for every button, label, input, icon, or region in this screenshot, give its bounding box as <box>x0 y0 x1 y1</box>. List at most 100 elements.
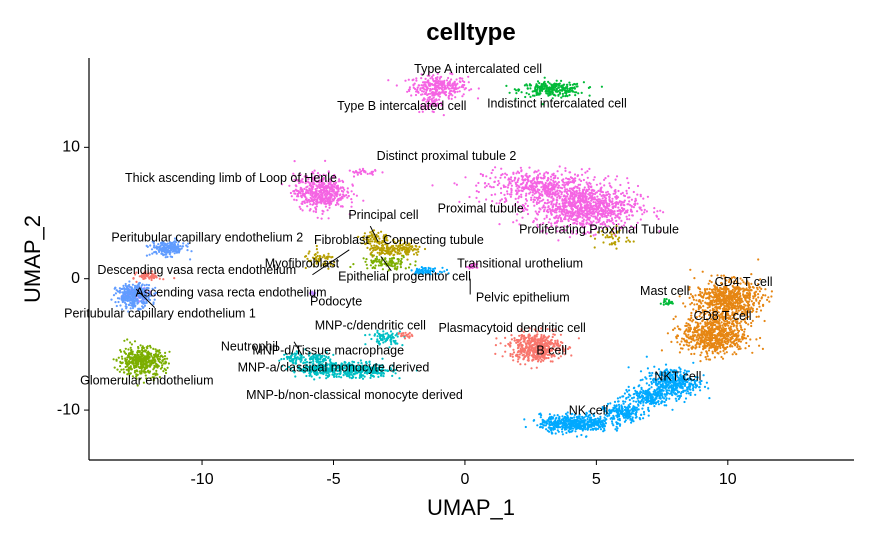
data-point <box>535 185 538 188</box>
data-point <box>611 228 615 231</box>
data-point <box>393 253 396 256</box>
data-point <box>352 193 355 196</box>
data-point <box>361 167 365 170</box>
data-point <box>446 86 449 89</box>
data-point <box>136 359 139 362</box>
data-point <box>568 217 571 220</box>
data-point <box>119 365 122 368</box>
data-point <box>553 211 557 214</box>
data-point <box>137 345 140 349</box>
data-point <box>478 200 481 203</box>
data-point <box>494 176 497 179</box>
data-point <box>494 193 497 196</box>
data-point <box>556 170 559 173</box>
data-point <box>562 204 565 207</box>
data-point <box>543 183 546 186</box>
data-point <box>124 360 127 363</box>
data-point <box>610 213 614 216</box>
data-point <box>113 366 116 369</box>
data-point <box>352 175 356 178</box>
data-point <box>623 199 626 202</box>
data-point <box>569 203 572 206</box>
data-point <box>369 376 372 379</box>
data-point <box>591 212 594 215</box>
data-point <box>525 181 529 184</box>
data-point <box>558 202 561 206</box>
data-point <box>373 244 376 247</box>
data-point <box>528 188 531 191</box>
data-point <box>636 184 640 188</box>
data-point <box>491 200 494 203</box>
data-point <box>503 200 506 204</box>
data-point <box>574 94 577 97</box>
data-point <box>588 213 591 216</box>
data-point <box>536 198 539 201</box>
data-point <box>598 210 601 213</box>
data-point <box>570 207 573 210</box>
data-point <box>416 86 419 89</box>
data-point <box>438 77 441 80</box>
data-point <box>579 198 582 201</box>
data-point <box>551 97 554 100</box>
data-point <box>313 195 316 198</box>
data-point <box>377 231 380 234</box>
data-point <box>613 189 616 193</box>
data-point <box>431 94 434 97</box>
data-point <box>483 186 487 189</box>
data-point <box>165 361 168 364</box>
data-point <box>392 339 395 342</box>
data-point <box>509 178 512 181</box>
data-point <box>565 195 568 198</box>
data-point <box>378 249 381 252</box>
data-point <box>557 216 560 219</box>
data-point <box>639 195 642 198</box>
data-point <box>428 74 431 77</box>
data-point <box>608 196 611 199</box>
data-point <box>316 193 319 196</box>
data-point <box>499 199 502 202</box>
data-point <box>543 172 546 175</box>
data-point <box>547 90 551 94</box>
data-point <box>440 75 443 78</box>
data-point <box>311 198 314 202</box>
data-point <box>127 292 130 296</box>
data-point <box>493 180 496 183</box>
data-point <box>128 280 131 283</box>
data-point <box>411 249 414 252</box>
data-point <box>124 352 128 355</box>
data-point <box>573 191 576 195</box>
data-point <box>573 173 577 176</box>
data-point <box>581 226 584 229</box>
data-point <box>423 88 426 91</box>
data-point <box>551 206 554 209</box>
data-point <box>138 370 141 373</box>
data-point <box>558 165 561 168</box>
data-point <box>560 218 563 221</box>
data-point <box>312 210 315 213</box>
data-point <box>551 186 555 189</box>
data-point <box>556 208 559 211</box>
data-point <box>122 368 125 371</box>
data-point <box>599 188 602 191</box>
data-point <box>132 292 135 295</box>
data-point <box>570 212 573 215</box>
data-point <box>538 192 542 195</box>
data-point <box>454 90 457 94</box>
data-point <box>636 221 639 224</box>
data-point <box>525 199 529 202</box>
data-point <box>646 195 650 198</box>
data-point <box>420 73 423 76</box>
data-point <box>546 186 549 189</box>
data-point <box>162 245 165 248</box>
data-point <box>390 333 393 336</box>
data-point <box>304 195 307 199</box>
data-point <box>380 246 383 250</box>
data-point <box>622 194 626 197</box>
data-point <box>458 200 461 203</box>
data-point <box>566 214 569 217</box>
data-point <box>598 212 602 216</box>
data-point <box>554 180 557 183</box>
data-point <box>534 87 537 91</box>
data-point <box>582 218 586 221</box>
